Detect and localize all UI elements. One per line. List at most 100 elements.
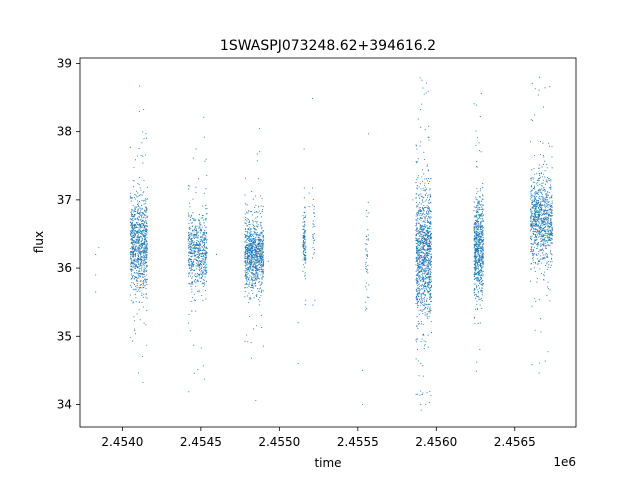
data-point (248, 269, 250, 271)
data-point (134, 289, 136, 291)
data-point (532, 201, 534, 203)
data-point (251, 245, 253, 248)
data-point (430, 233, 432, 235)
data-point (430, 264, 432, 266)
data-point (480, 227, 482, 229)
data-point (532, 257, 534, 259)
data-point (366, 271, 368, 273)
data-point (418, 235, 421, 237)
data-point (551, 206, 553, 208)
data-point (534, 213, 536, 215)
data-point (536, 213, 538, 215)
data-point (480, 223, 482, 225)
data-point (305, 215, 307, 217)
data-point (365, 248, 367, 250)
data-point (311, 257, 314, 259)
data-point (261, 278, 263, 280)
data-point (427, 236, 429, 238)
data-point (419, 271, 421, 273)
data-point (143, 269, 145, 271)
data-point (203, 225, 206, 227)
data-point (201, 242, 203, 244)
data-point (250, 267, 252, 269)
data-point (475, 283, 477, 285)
data-point (312, 234, 314, 236)
data-point (478, 200, 480, 202)
data-point (192, 242, 194, 244)
data-point (187, 238, 189, 240)
data-point (201, 278, 203, 280)
data-point (481, 216, 483, 218)
data-point (312, 220, 314, 222)
data-point (130, 251, 132, 253)
data-point (248, 302, 250, 304)
data-point (256, 278, 258, 280)
data-point (368, 234, 370, 236)
data-point (481, 246, 483, 248)
data-point (142, 224, 144, 226)
data-point (428, 278, 430, 280)
data-point (146, 225, 148, 227)
data-point (204, 231, 206, 233)
data-point (545, 223, 547, 225)
data-point (142, 162, 144, 164)
data-point (545, 225, 547, 227)
data-point (482, 244, 484, 246)
data-point (475, 130, 477, 132)
data-point (538, 227, 540, 229)
data-point (140, 209, 142, 211)
data-point (481, 307, 483, 310)
data-point (200, 252, 202, 255)
data-point (532, 255, 534, 257)
data-point (549, 192, 551, 194)
data-point (313, 213, 315, 215)
data-point (188, 246, 190, 248)
data-point (418, 233, 420, 235)
data-point (256, 243, 258, 245)
data-point (200, 243, 202, 245)
data-point (542, 223, 544, 225)
data-point (143, 221, 145, 223)
data-point (428, 217, 430, 219)
data-point (199, 239, 201, 241)
data-point (248, 245, 250, 247)
data-point (474, 277, 476, 279)
data-point (142, 229, 144, 231)
data-point (259, 246, 261, 248)
data-point (254, 242, 256, 244)
data-point (198, 246, 200, 248)
data-point (249, 265, 252, 267)
data-point (417, 257, 419, 259)
data-point (143, 138, 145, 140)
data-point (424, 224, 426, 226)
data-point (551, 227, 553, 229)
data-point (536, 207, 538, 209)
data-point (543, 156, 545, 158)
data-point (418, 269, 420, 271)
data-point (482, 264, 484, 266)
data-point (256, 153, 258, 155)
data-point (304, 274, 306, 276)
data-point (423, 228, 425, 230)
data-point (418, 248, 420, 250)
data-point (474, 249, 476, 251)
data-point (304, 278, 307, 280)
data-point (415, 299, 417, 301)
data-point (535, 236, 538, 238)
data-point (481, 213, 483, 215)
data-point (260, 262, 262, 264)
data-point (245, 247, 247, 249)
data-point (422, 268, 424, 270)
data-point (130, 238, 132, 241)
data-point (205, 250, 207, 252)
data-point (137, 259, 139, 261)
data-point (551, 222, 553, 224)
data-point (551, 223, 553, 225)
data-point (146, 208, 148, 210)
data-point (429, 188, 431, 190)
data-point (424, 256, 426, 258)
data-point (199, 229, 201, 231)
data-point (302, 239, 305, 242)
data-point (142, 285, 144, 287)
data-point (416, 290, 418, 292)
